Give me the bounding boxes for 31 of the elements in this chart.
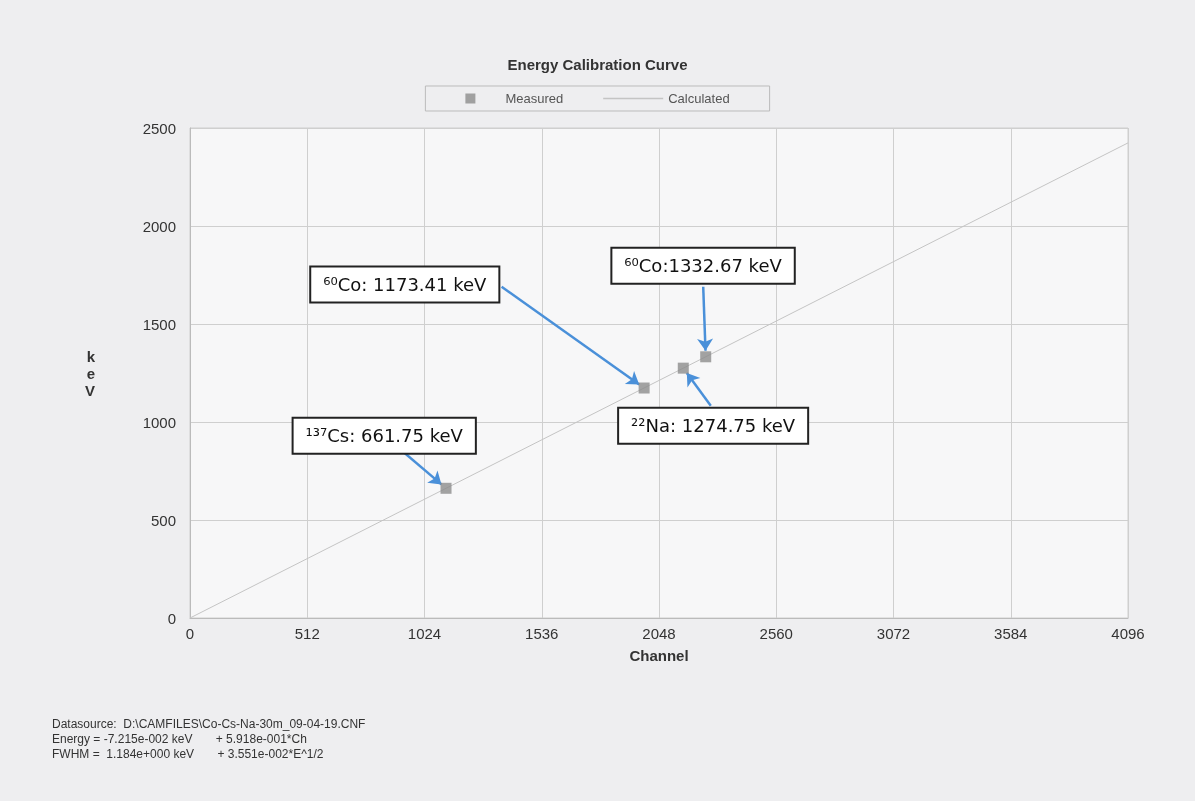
y-tick-label: 1000 <box>142 413 176 431</box>
text: Energy = -7.215e-002 keV + 5.918e-001*Ch <box>52 732 308 747</box>
text: FWHM = 1.184e+000 keV + 3.551e-002*E^1/2 <box>52 747 325 762</box>
chart-title: Energy Calibration Curve <box>507 56 688 73</box>
x-tick-label: 3072 <box>876 625 911 642</box>
legend-label: Calculated <box>668 91 730 106</box>
annotation: ⁶⁰Co:1332.67 keV <box>624 255 783 277</box>
x-tick-label: 4096 <box>1111 625 1145 642</box>
x-tick-label: 0 <box>185 625 195 642</box>
x-tick-label: 2560 <box>759 625 793 642</box>
y-tick-label: 2500 <box>142 119 176 137</box>
x-axis-title: Channel <box>629 647 689 664</box>
x-tick-label: 512 <box>294 625 320 642</box>
x-tick-label: 1024 <box>407 625 442 642</box>
x-tick-label: 3584 <box>994 625 1028 642</box>
annotation: ⁶⁰Co: 1173.41 keV <box>323 273 488 295</box>
point <box>440 482 452 494</box>
point <box>638 382 650 394</box>
x-tick-label: 2048 <box>642 625 676 642</box>
annotation: ²²Na: 1274.75 keV <box>631 415 796 437</box>
text: Datasource: D:\CAMFILES\Co-Cs-Na-30m_09-04-19.CNF <box>52 717 366 732</box>
y-tick-label: 1500 <box>142 315 176 333</box>
point <box>677 362 689 374</box>
x-tick-label: 1536 <box>525 625 559 642</box>
y-tick-label: 500 <box>150 511 176 529</box>
legend-label: Measured <box>505 91 564 106</box>
annotation: ¹³⁷Cs: 661.75 keV <box>305 425 464 447</box>
point <box>700 351 712 363</box>
y-tick-label: 0 <box>167 609 176 627</box>
y-axis-title: keV <box>84 347 96 399</box>
y-tick-label: 2000 <box>142 217 176 235</box>
